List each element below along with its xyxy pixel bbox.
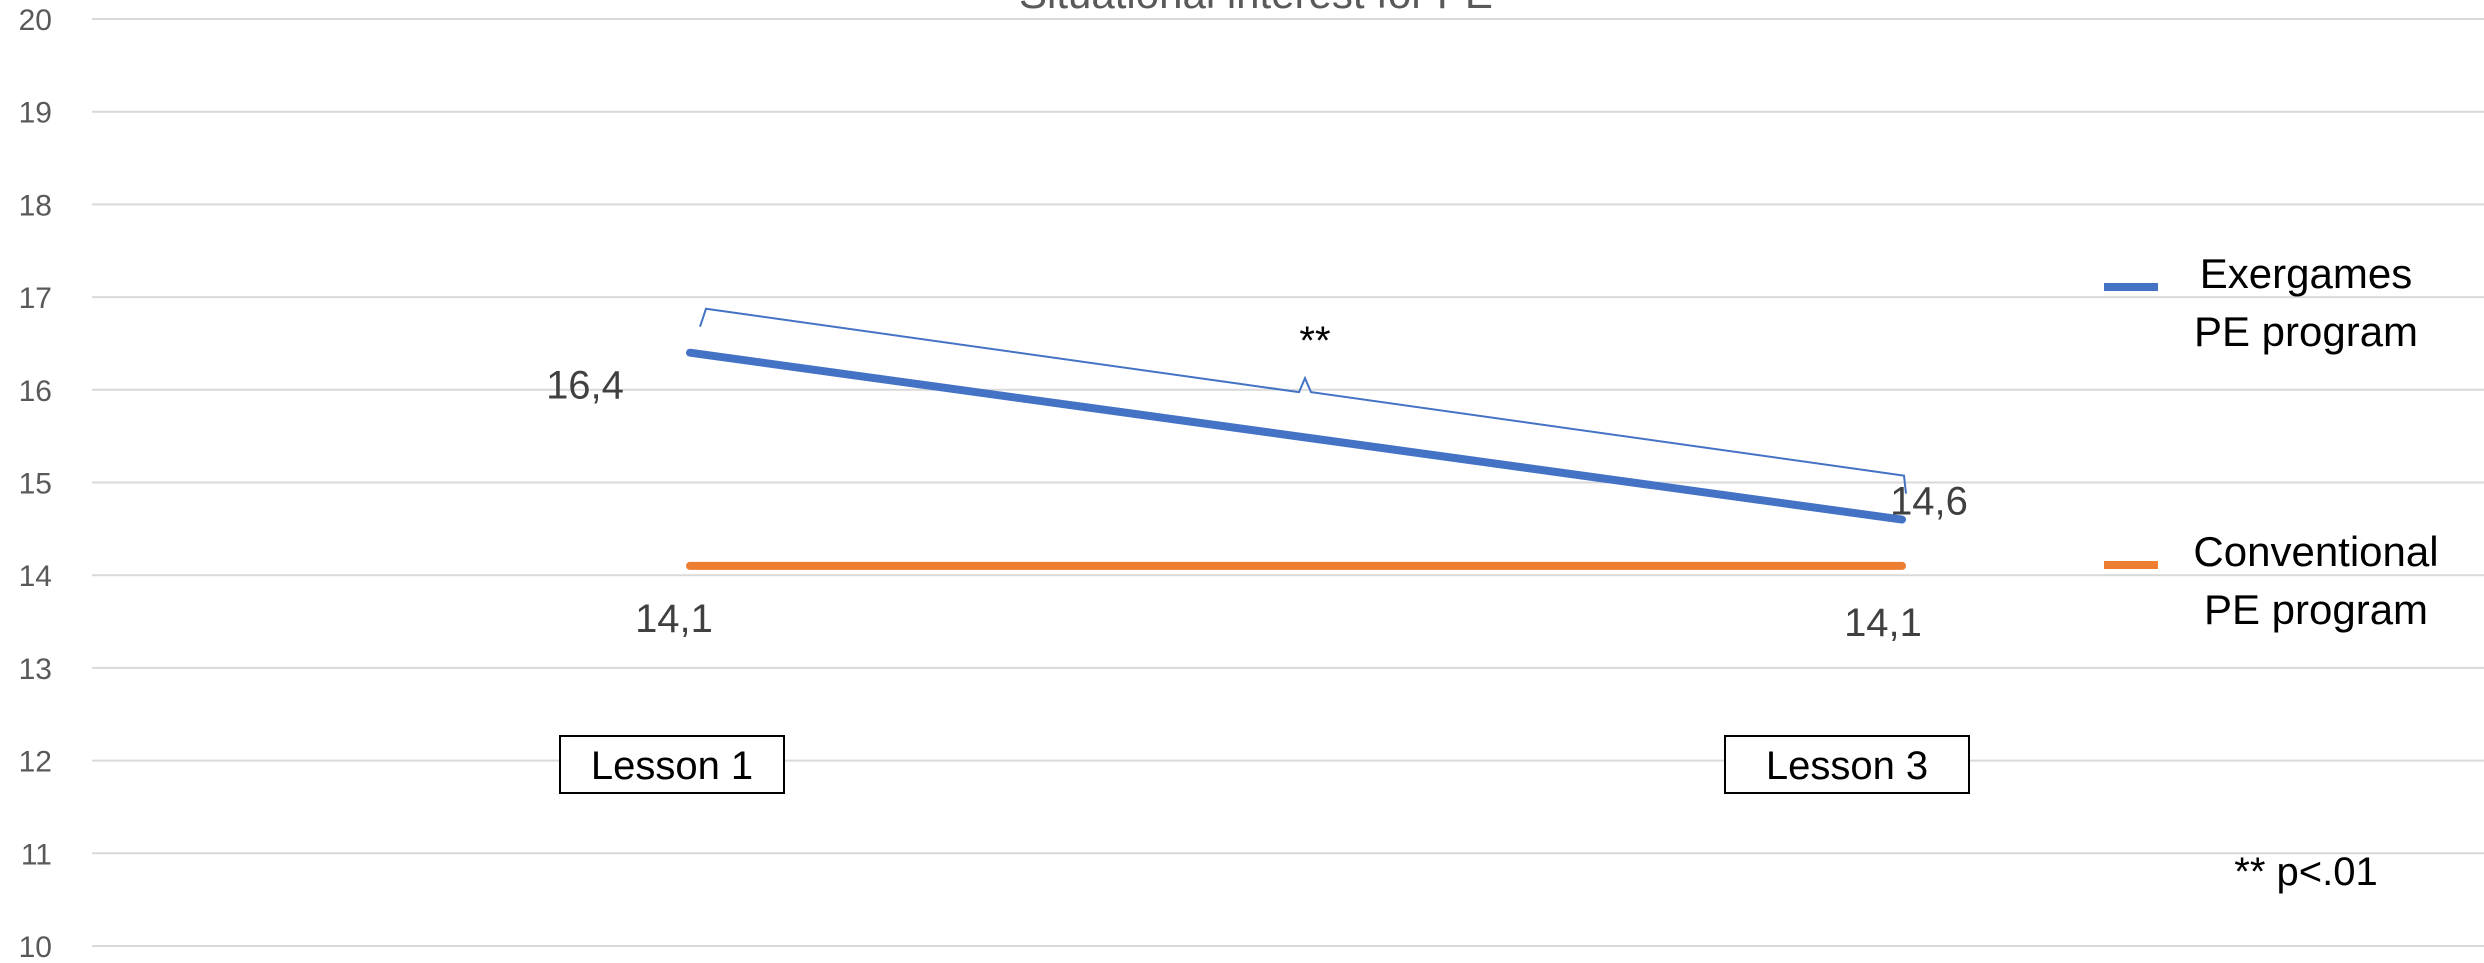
legend: Exergames PE program Conventional PE progra… — [2104, 250, 2439, 633]
y-tick-label: 16 — [19, 375, 52, 408]
category-box-border — [1724, 735, 1970, 794]
data-label: 14,6 — [1890, 480, 1968, 524]
y-tick-label: 12 — [19, 746, 52, 779]
significance-marker: ** — [1299, 319, 1330, 363]
category-label: Lesson 1 — [591, 744, 753, 788]
category-labels: Lesson 1 Lesson 3 — [559, 735, 1970, 794]
category-box: Lesson 3 — [1724, 735, 1970, 794]
y-tick-label: 19 — [19, 97, 52, 130]
significance-note: ** p<.01 — [2234, 850, 2377, 894]
legend-label: PE program — [2204, 586, 2428, 633]
legend-label: Exergames — [2200, 250, 2412, 297]
data-label: 14,1 — [1844, 601, 1922, 645]
y-tick-label: 18 — [19, 189, 52, 222]
series-lines — [686, 348, 1906, 570]
bracket-path — [699, 307, 1907, 494]
legend-label: PE program — [2194, 308, 2418, 355]
legend-label: Conventional — [2193, 528, 2438, 575]
y-tick-label: 10 — [19, 931, 52, 958]
series-line-exergames — [686, 348, 1906, 524]
data-label: 14,1 — [635, 597, 713, 641]
legend-item: Exergames PE program — [2104, 250, 2418, 355]
category-box-border — [559, 735, 785, 794]
y-tick-label: 11 — [21, 838, 52, 871]
y-axis-ticks: 10 11 12 13 14 15 16 17 18 19 20 — [19, 4, 52, 963]
category-label: Lesson 3 — [1766, 744, 1928, 788]
gridlines — [92, 18, 2484, 947]
y-tick-label: 15 — [19, 468, 52, 501]
y-tick-label: 13 — [19, 653, 52, 686]
y-tick-label: 20 — [19, 4, 52, 37]
category-box: Lesson 1 — [559, 735, 785, 794]
data-label: 16,4 — [546, 364, 624, 408]
y-tick-label: 17 — [19, 282, 52, 315]
y-tick-label: 14 — [19, 560, 52, 593]
data-labels: 16,4 14,6 14,1 14,1 — [546, 364, 1968, 645]
significance-bracket: ** — [699, 307, 1907, 494]
legend-item: Conventional PE program — [2104, 528, 2439, 633]
chart-title: Situational interest for PE — [1019, 0, 1493, 17]
